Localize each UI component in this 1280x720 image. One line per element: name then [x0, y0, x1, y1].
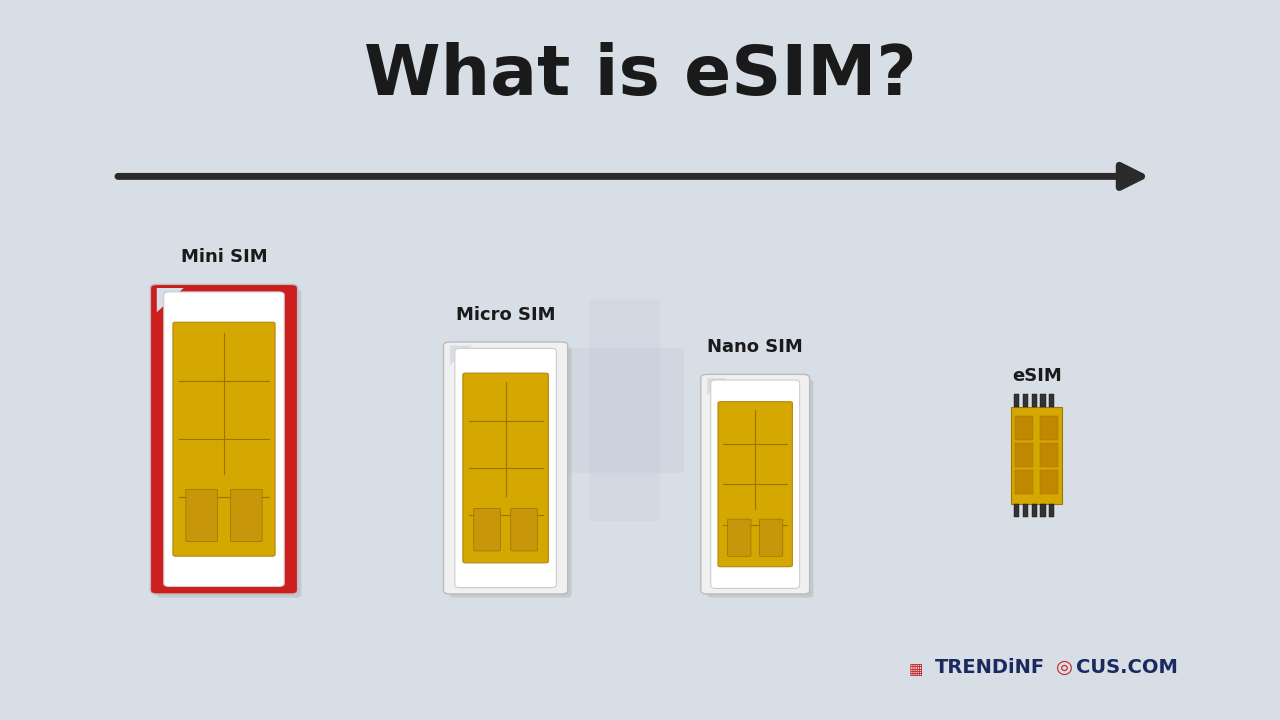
FancyBboxPatch shape: [710, 380, 800, 588]
FancyBboxPatch shape: [708, 379, 814, 598]
FancyBboxPatch shape: [454, 348, 557, 588]
FancyBboxPatch shape: [151, 284, 297, 594]
Bar: [1039, 470, 1057, 494]
FancyBboxPatch shape: [727, 519, 751, 557]
FancyBboxPatch shape: [230, 490, 262, 541]
Text: Nano SIM: Nano SIM: [708, 338, 803, 356]
Bar: [1032, 504, 1037, 517]
Polygon shape: [708, 378, 727, 395]
FancyBboxPatch shape: [590, 300, 659, 521]
Text: TRENDiNF: TRENDiNF: [934, 658, 1044, 677]
Polygon shape: [451, 346, 472, 365]
FancyBboxPatch shape: [511, 508, 538, 551]
FancyBboxPatch shape: [451, 347, 571, 598]
Text: CUS.COM: CUS.COM: [1076, 658, 1179, 677]
Bar: [1050, 394, 1055, 407]
FancyBboxPatch shape: [173, 323, 275, 556]
Bar: [1050, 504, 1055, 517]
Text: What is eSIM?: What is eSIM?: [364, 42, 916, 109]
Polygon shape: [157, 288, 184, 312]
Text: ▦: ▦: [909, 662, 923, 677]
Bar: [1041, 504, 1046, 517]
FancyBboxPatch shape: [463, 373, 548, 563]
Text: ◎: ◎: [1056, 658, 1073, 677]
Bar: [1023, 504, 1028, 517]
Text: Micro SIM: Micro SIM: [456, 306, 556, 324]
Bar: [1039, 415, 1057, 440]
Bar: [1015, 443, 1033, 467]
FancyBboxPatch shape: [718, 402, 792, 567]
Bar: [1032, 394, 1037, 407]
Bar: [1023, 394, 1028, 407]
FancyBboxPatch shape: [701, 374, 809, 594]
FancyBboxPatch shape: [566, 348, 684, 472]
FancyBboxPatch shape: [164, 292, 284, 587]
Text: Mini SIM: Mini SIM: [180, 248, 268, 266]
FancyBboxPatch shape: [1011, 407, 1062, 504]
FancyBboxPatch shape: [474, 508, 500, 551]
Bar: [1014, 504, 1019, 517]
Bar: [1015, 415, 1033, 440]
Bar: [1039, 443, 1057, 467]
Bar: [1041, 394, 1046, 407]
Bar: [1015, 470, 1033, 494]
Text: eSIM: eSIM: [1012, 367, 1061, 385]
Bar: [1014, 394, 1019, 407]
FancyBboxPatch shape: [157, 289, 302, 598]
FancyBboxPatch shape: [759, 519, 783, 557]
FancyBboxPatch shape: [186, 490, 218, 541]
FancyBboxPatch shape: [444, 342, 568, 594]
